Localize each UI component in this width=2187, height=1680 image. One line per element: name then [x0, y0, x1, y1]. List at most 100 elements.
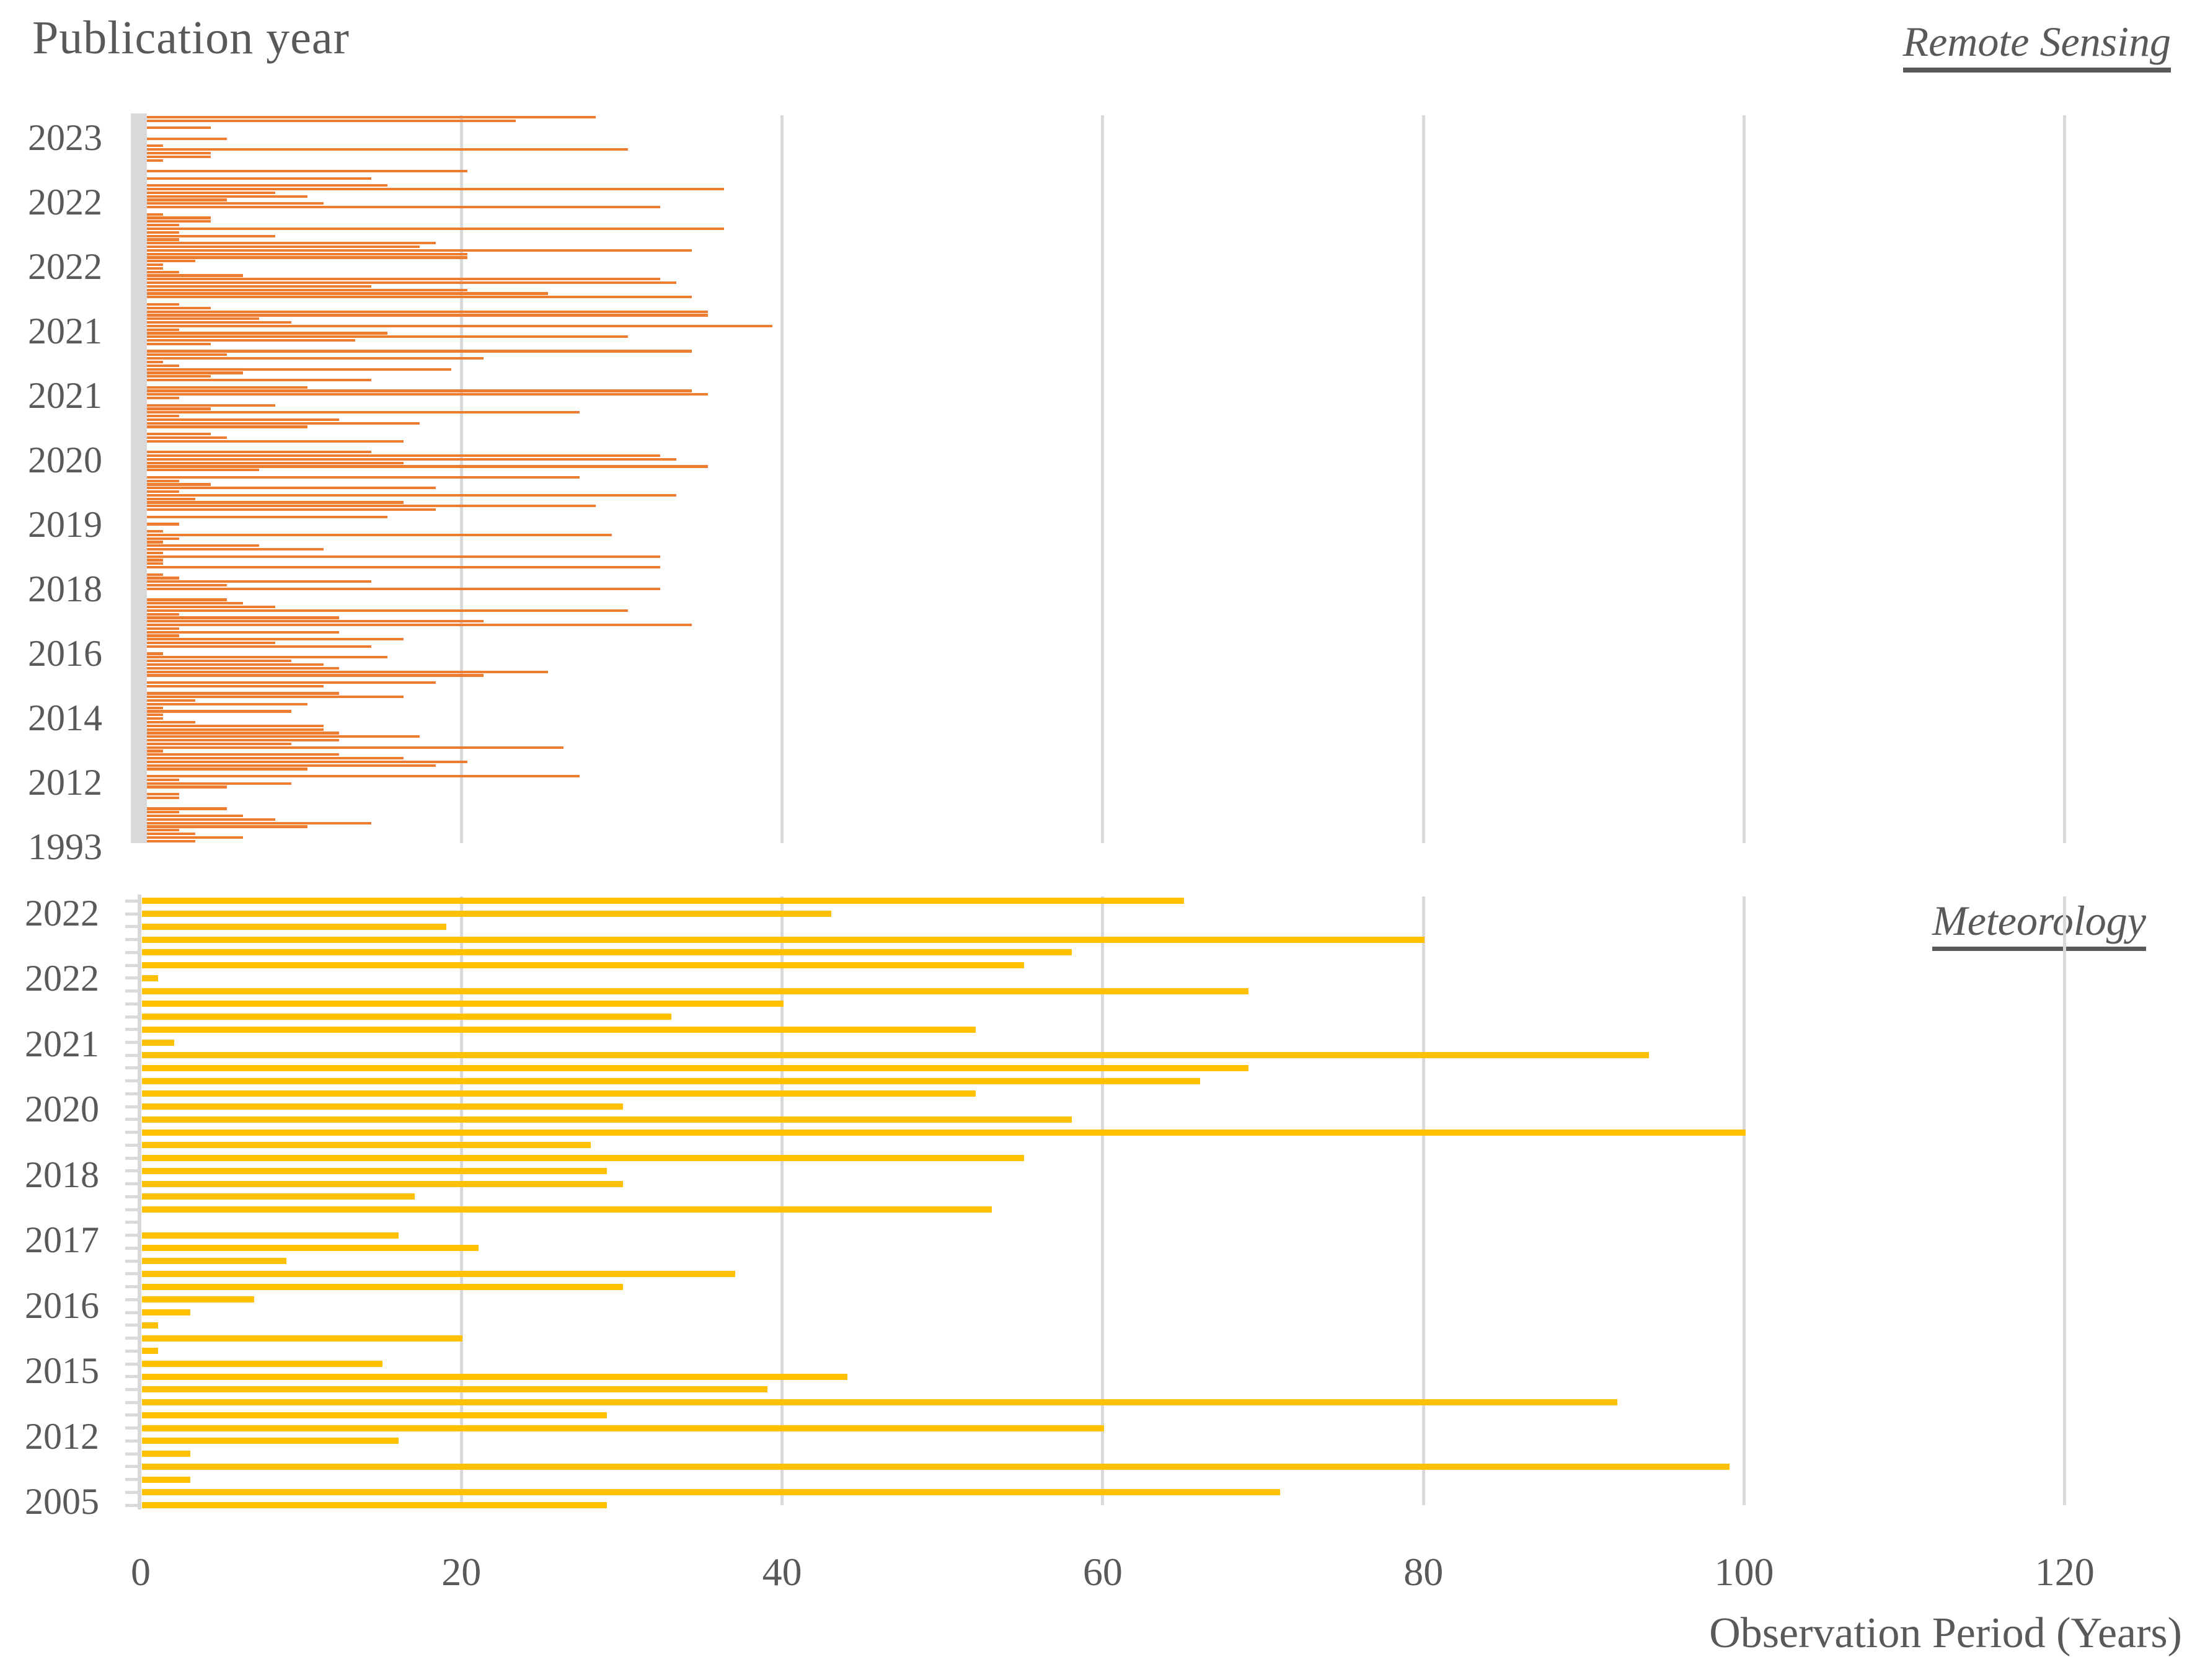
- category-tick: [125, 1362, 139, 1366]
- bar: [147, 778, 179, 782]
- bar: [147, 159, 163, 162]
- gridline-80: [1421, 115, 1425, 843]
- bar: [147, 213, 163, 216]
- bar: [142, 1463, 1730, 1470]
- bar: [147, 260, 195, 263]
- category-tick: [125, 1041, 139, 1044]
- bar: [147, 119, 516, 122]
- bar: [147, 642, 275, 645]
- category-tick: [125, 1234, 139, 1237]
- bar: [147, 660, 291, 663]
- bar: [147, 624, 692, 627]
- bar: [142, 1142, 591, 1149]
- bar: [147, 811, 179, 814]
- bar: [147, 227, 725, 231]
- category-tick: [125, 976, 139, 980]
- bar: [147, 393, 709, 396]
- bar: [147, 663, 324, 666]
- y-axis-label: 2016: [28, 633, 102, 674]
- bar: [147, 836, 244, 839]
- bar: [147, 533, 612, 536]
- bar: [147, 407, 211, 410]
- bar: [147, 321, 291, 324]
- bar: [142, 923, 447, 930]
- bar: [147, 386, 307, 389]
- bar: [147, 818, 275, 821]
- bar: [142, 1489, 1281, 1496]
- bar: [147, 832, 195, 836]
- bar: [147, 317, 260, 321]
- bar: [147, 267, 163, 270]
- bar: [147, 364, 179, 367]
- bar: [147, 793, 179, 796]
- bar: [147, 249, 692, 252]
- bar: [147, 656, 387, 659]
- bar: [142, 1245, 479, 1252]
- y-axis-label: 2014: [28, 697, 102, 738]
- bar: [147, 577, 179, 580]
- category-tick: [125, 1311, 139, 1314]
- panel-label-meteorology: Meteorology: [1932, 898, 2146, 951]
- bar: [147, 807, 228, 810]
- bar: [147, 717, 163, 720]
- bar: [147, 764, 436, 767]
- bar: [142, 962, 1024, 969]
- bar: [147, 281, 676, 285]
- bar: [147, 191, 275, 194]
- y-axis-label: 2005: [25, 1481, 99, 1522]
- bar: [147, 375, 211, 378]
- y-axis-label: 2018: [25, 1154, 99, 1195]
- bar: [147, 529, 163, 533]
- bar: [142, 1026, 976, 1033]
- bar: [147, 422, 420, 425]
- bar: [147, 440, 404, 443]
- category-tick: [125, 963, 139, 967]
- bar: [147, 469, 260, 472]
- bar: [147, 666, 340, 670]
- bar: [147, 148, 628, 151]
- category-tick: [125, 1465, 139, 1469]
- y-axis-label: 2020: [25, 1089, 99, 1130]
- bar: [142, 1399, 1617, 1406]
- bar: [147, 425, 307, 428]
- bar: [147, 749, 163, 753]
- bar: [147, 638, 404, 641]
- bar: [142, 1373, 848, 1380]
- y-axis-line: [138, 895, 141, 1510]
- bar: [147, 206, 660, 209]
- gridline-80: [1421, 896, 1425, 1505]
- bar: [142, 1270, 735, 1277]
- bar: [147, 126, 211, 130]
- bar: [142, 1322, 158, 1329]
- bar: [142, 1001, 784, 1007]
- bar: [147, 616, 340, 619]
- category-tick: [125, 912, 139, 916]
- y-axis-label: 2015: [25, 1350, 99, 1392]
- bar: [147, 350, 692, 353]
- bar: [147, 451, 372, 454]
- bar: [147, 151, 211, 155]
- bar: [142, 975, 158, 981]
- bar: [147, 144, 163, 148]
- y-axis-label: 2012: [28, 762, 102, 803]
- category-tick: [125, 899, 139, 903]
- bar: [147, 303, 179, 306]
- bar: [147, 706, 163, 709]
- gridline-40: [780, 896, 784, 1505]
- y-axis-label: 2022: [25, 958, 99, 999]
- bar: [142, 936, 1425, 943]
- bar: [147, 508, 436, 511]
- y-axis-label: 2016: [25, 1284, 99, 1326]
- bar: [147, 609, 628, 612]
- category-tick: [125, 1143, 139, 1147]
- bar: [147, 821, 372, 825]
- bar: [147, 548, 324, 551]
- gridline-20: [459, 896, 463, 1505]
- bar: [147, 454, 660, 458]
- x-axis-tick-label: 60: [1082, 1550, 1123, 1594]
- category-tick: [125, 1337, 139, 1340]
- bar: [147, 238, 179, 241]
- bar: [147, 652, 163, 655]
- gridline-20: [459, 115, 463, 843]
- bar: [147, 732, 340, 735]
